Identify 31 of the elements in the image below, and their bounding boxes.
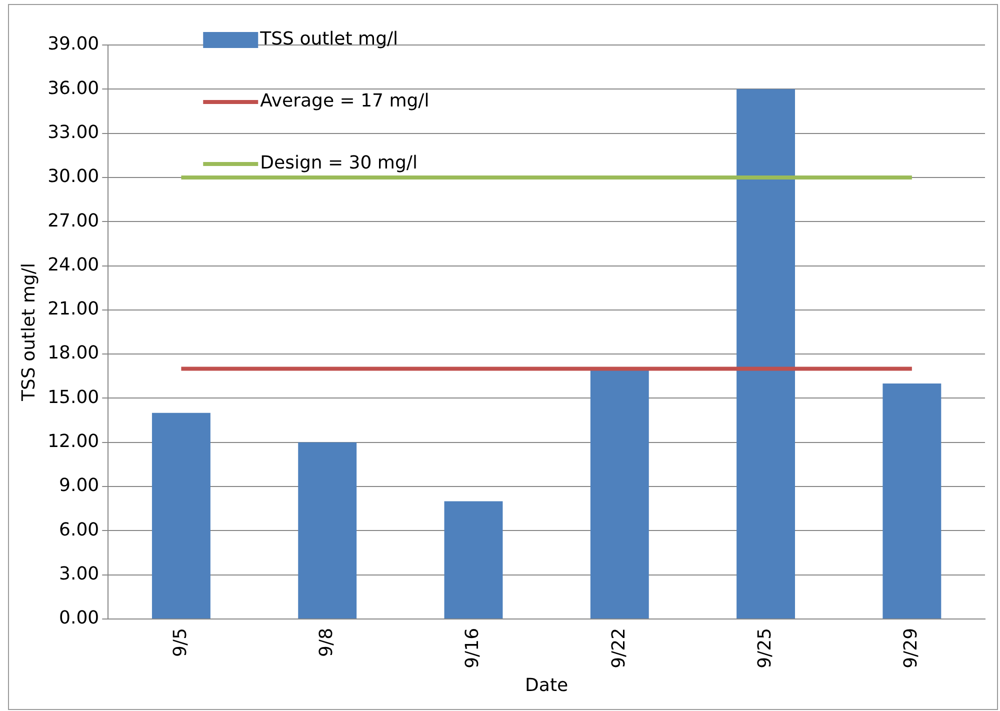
legend-label: Average = 17 mg/l xyxy=(260,90,430,112)
y-tick-label: 21.00 xyxy=(48,298,100,320)
y-tick-label: 0.00 xyxy=(59,608,100,629)
bar xyxy=(590,368,649,618)
y-tick-label: 27.00 xyxy=(48,210,100,232)
y-axis-title: TSS outlet mg/l xyxy=(18,263,40,402)
y-tick-label: 30.00 xyxy=(48,166,100,188)
y-tick-label: 33.00 xyxy=(48,122,100,143)
x-tick-label: 9/22 xyxy=(608,628,630,668)
x-tick-label: 9/29 xyxy=(900,628,922,668)
x-tick-label: 9/25 xyxy=(754,628,776,668)
y-tick-label: 6.00 xyxy=(59,519,100,540)
bar xyxy=(298,442,357,618)
bar xyxy=(736,89,796,618)
y-tick-label: 39.00 xyxy=(48,34,100,55)
x-tick-label: 9/5 xyxy=(170,628,191,657)
y-tick-label: 12.00 xyxy=(48,431,100,452)
y-tick-label: 24.00 xyxy=(48,254,100,276)
bar xyxy=(152,412,210,618)
y-tick-label: 15.00 xyxy=(48,386,100,408)
bar xyxy=(882,384,942,618)
y-tick-label: 3.00 xyxy=(59,564,100,584)
x-tick-label: 9/16 xyxy=(462,628,484,668)
x-axis-title: Date xyxy=(525,674,568,696)
y-tick-label: 36.00 xyxy=(48,78,100,99)
legend-label: TSS outlet mg/l xyxy=(259,28,398,50)
x-tick-label: 9/8 xyxy=(316,628,338,657)
y-tick-label: 18.00 xyxy=(48,342,100,364)
y-tick-label: 9.00 xyxy=(59,475,100,496)
bar xyxy=(444,501,503,618)
legend-label: Design = 30 mg/l xyxy=(260,152,418,174)
